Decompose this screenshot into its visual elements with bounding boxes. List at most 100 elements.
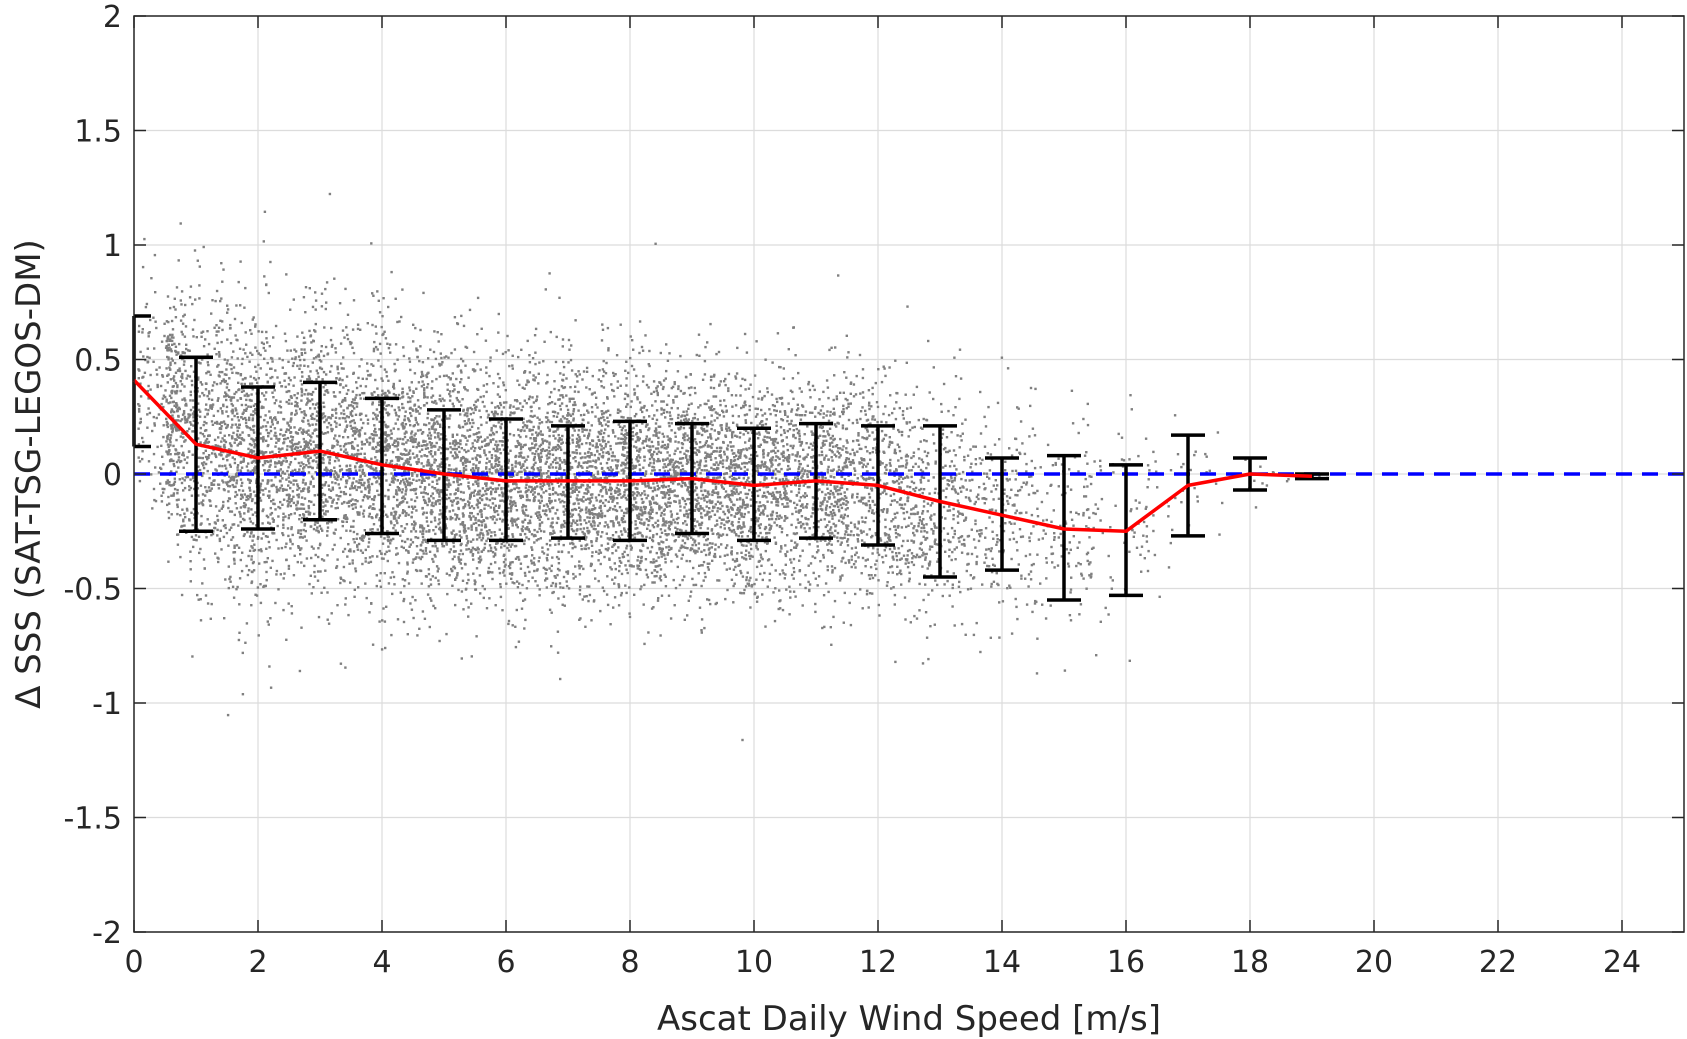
scatter-point bbox=[421, 532, 424, 536]
scatter-point bbox=[436, 547, 439, 550]
scatter-point bbox=[378, 400, 381, 404]
scatter-point bbox=[475, 526, 478, 530]
scatter-point bbox=[358, 431, 361, 435]
scatter-point bbox=[509, 413, 512, 417]
scatter-point bbox=[360, 490, 363, 493]
scatter-point bbox=[204, 462, 208, 466]
scatter-point bbox=[301, 375, 304, 378]
scatter-point bbox=[170, 390, 173, 394]
scatter-point bbox=[234, 407, 237, 410]
scatter-point bbox=[453, 388, 456, 391]
scatter-point bbox=[342, 367, 345, 370]
scatter-point bbox=[409, 463, 412, 467]
scatter-point bbox=[433, 428, 436, 431]
scatter-point bbox=[303, 440, 306, 444]
scatter-point bbox=[445, 536, 448, 539]
scatter-point bbox=[499, 425, 502, 428]
scatter-point bbox=[209, 617, 212, 620]
scatter-point bbox=[254, 466, 258, 470]
scatter-point bbox=[529, 414, 532, 418]
scatter-point bbox=[167, 356, 170, 359]
scatter-point bbox=[298, 449, 301, 453]
scatter-point bbox=[323, 420, 326, 424]
scatter-point bbox=[464, 464, 468, 468]
scatter-point bbox=[358, 393, 361, 397]
scatter-point bbox=[184, 402, 188, 406]
scatter-point bbox=[378, 420, 381, 423]
scatter-point bbox=[468, 460, 471, 464]
scatter-point bbox=[297, 529, 300, 532]
scatter-point bbox=[528, 530, 531, 533]
scatter-point bbox=[454, 578, 457, 581]
scatter-point bbox=[476, 362, 479, 366]
scatter-point bbox=[394, 411, 398, 414]
scatter-point bbox=[226, 304, 229, 307]
scatter-point bbox=[370, 457, 373, 460]
scatter-point bbox=[380, 557, 384, 560]
scatter-point bbox=[485, 530, 489, 533]
scatter-point bbox=[291, 469, 294, 472]
scatter-point bbox=[203, 435, 206, 438]
scatter-point bbox=[306, 454, 310, 458]
scatter-point bbox=[451, 448, 454, 451]
scatter-point bbox=[426, 443, 429, 446]
scatter-point bbox=[427, 500, 431, 503]
scatter-point bbox=[242, 460, 245, 463]
scatter-point bbox=[463, 386, 466, 389]
scatter-point bbox=[229, 399, 233, 402]
scatter-point bbox=[189, 486, 193, 490]
scatter-point bbox=[506, 546, 509, 550]
scatter-point bbox=[351, 498, 354, 501]
scatter-point bbox=[375, 416, 378, 419]
scatter-point bbox=[291, 357, 294, 360]
scatter-point bbox=[380, 377, 383, 380]
scatter-point bbox=[427, 476, 431, 479]
scatter-point bbox=[428, 437, 431, 440]
scatter-point bbox=[268, 345, 271, 348]
scatter-point bbox=[478, 409, 481, 412]
scatter-point bbox=[358, 413, 362, 417]
scatter-point bbox=[269, 459, 272, 463]
scatter-point bbox=[314, 520, 317, 524]
scatter-point bbox=[266, 381, 269, 384]
scatter-point bbox=[239, 506, 243, 509]
scatter-point bbox=[309, 443, 313, 446]
scatter-point bbox=[445, 488, 449, 491]
scatter-point bbox=[405, 488, 408, 491]
scatter-point bbox=[438, 423, 442, 426]
scatter-point bbox=[312, 547, 315, 550]
scatter-point bbox=[389, 437, 393, 440]
scatter-point bbox=[480, 470, 484, 474]
scatter-point bbox=[411, 474, 414, 477]
scatter-point bbox=[335, 439, 339, 442]
scatter-point bbox=[335, 422, 338, 425]
scatter-point bbox=[235, 438, 238, 441]
scatter-point bbox=[333, 475, 336, 479]
scatter-point bbox=[254, 465, 257, 468]
scatter-point bbox=[285, 460, 288, 463]
scatter-point bbox=[446, 447, 450, 451]
scatter-point bbox=[368, 611, 371, 614]
scatter-point bbox=[257, 549, 261, 552]
scatter-point bbox=[525, 402, 528, 405]
scatter-point bbox=[453, 348, 457, 351]
scatter-point bbox=[365, 596, 368, 600]
scatter-point bbox=[252, 490, 256, 493]
scatter-point bbox=[351, 390, 355, 393]
scatter-point bbox=[202, 466, 206, 470]
scatter-point bbox=[345, 375, 349, 378]
scatter-point bbox=[307, 392, 310, 395]
scatter-point bbox=[496, 412, 499, 416]
scatter-point bbox=[451, 433, 454, 436]
scatter-point bbox=[210, 481, 213, 485]
scatter-point bbox=[244, 286, 247, 290]
scatter-point bbox=[393, 510, 396, 514]
scatter-point bbox=[458, 560, 461, 563]
scatter-point bbox=[488, 460, 491, 463]
scatter-point bbox=[461, 434, 464, 437]
scatter-point bbox=[258, 400, 262, 404]
scatter-point bbox=[237, 474, 240, 478]
scatter-point bbox=[330, 345, 334, 348]
scatter-point bbox=[378, 579, 381, 582]
scatter-point bbox=[274, 475, 277, 479]
